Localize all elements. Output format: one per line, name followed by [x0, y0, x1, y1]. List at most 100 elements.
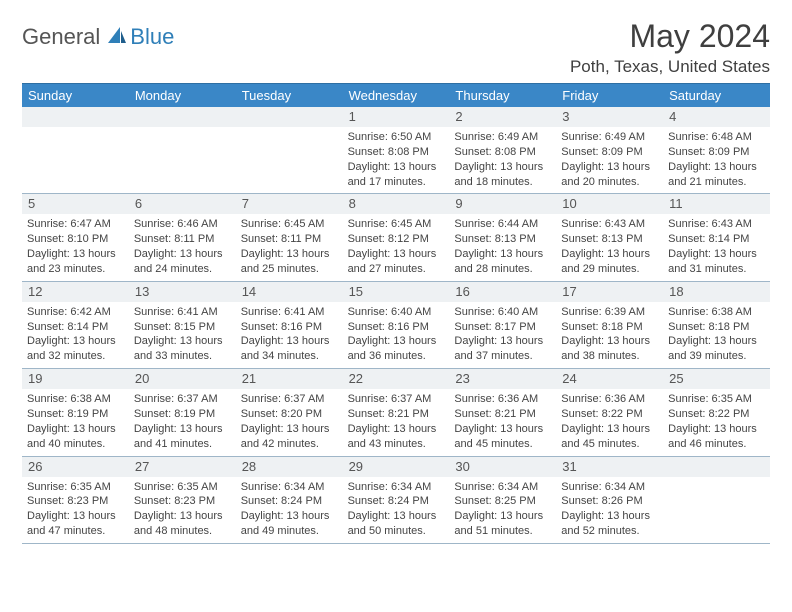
- day-number: 28: [236, 457, 343, 477]
- day-cell: 10Sunrise: 6:43 AMSunset: 8:13 PMDayligh…: [556, 194, 663, 280]
- day-cell: 23Sunrise: 6:36 AMSunset: 8:21 PMDayligh…: [449, 369, 556, 455]
- day-info: Sunrise: 6:38 AMSunset: 8:18 PMDaylight:…: [663, 302, 770, 368]
- day-number: 17: [556, 282, 663, 302]
- day-info: Sunrise: 6:41 AMSunset: 8:16 PMDaylight:…: [236, 302, 343, 368]
- day-info: Sunrise: 6:39 AMSunset: 8:18 PMDaylight:…: [556, 302, 663, 368]
- day-number: 3: [556, 107, 663, 127]
- day-cell: 7Sunrise: 6:45 AMSunset: 8:11 PMDaylight…: [236, 194, 343, 280]
- day-info: Sunrise: 6:34 AMSunset: 8:26 PMDaylight:…: [556, 477, 663, 543]
- day-cell: 29Sunrise: 6:34 AMSunset: 8:24 PMDayligh…: [343, 457, 450, 543]
- day-number: 21: [236, 369, 343, 389]
- day-info: Sunrise: 6:37 AMSunset: 8:19 PMDaylight:…: [129, 389, 236, 455]
- day-info: Sunrise: 6:49 AMSunset: 8:09 PMDaylight:…: [556, 127, 663, 193]
- calendar: SundayMondayTuesdayWednesdayThursdayFrid…: [22, 83, 770, 544]
- day-cell: 27Sunrise: 6:35 AMSunset: 8:23 PMDayligh…: [129, 457, 236, 543]
- day-info: Sunrise: 6:35 AMSunset: 8:23 PMDaylight:…: [129, 477, 236, 543]
- day-cell: 1Sunrise: 6:50 AMSunset: 8:08 PMDaylight…: [343, 107, 450, 193]
- day-cell: 12Sunrise: 6:42 AMSunset: 8:14 PMDayligh…: [22, 282, 129, 368]
- day-cell: 2Sunrise: 6:49 AMSunset: 8:08 PMDaylight…: [449, 107, 556, 193]
- day-cell: 20Sunrise: 6:37 AMSunset: 8:19 PMDayligh…: [129, 369, 236, 455]
- day-number: 18: [663, 282, 770, 302]
- day-number: 25: [663, 369, 770, 389]
- day-info: Sunrise: 6:46 AMSunset: 8:11 PMDaylight:…: [129, 214, 236, 280]
- day-cell: 4Sunrise: 6:48 AMSunset: 8:09 PMDaylight…: [663, 107, 770, 193]
- logo-text-blue: Blue: [130, 24, 174, 50]
- day-cell: 28Sunrise: 6:34 AMSunset: 8:24 PMDayligh…: [236, 457, 343, 543]
- day-cell: 16Sunrise: 6:40 AMSunset: 8:17 PMDayligh…: [449, 282, 556, 368]
- day-info: Sunrise: 6:42 AMSunset: 8:14 PMDaylight:…: [22, 302, 129, 368]
- day-cell: 24Sunrise: 6:36 AMSunset: 8:22 PMDayligh…: [556, 369, 663, 455]
- logo-text-general: General: [22, 24, 100, 50]
- day-info: Sunrise: 6:40 AMSunset: 8:17 PMDaylight:…: [449, 302, 556, 368]
- day-cell: 3Sunrise: 6:49 AMSunset: 8:09 PMDaylight…: [556, 107, 663, 193]
- week-row: 1Sunrise: 6:50 AMSunset: 8:08 PMDaylight…: [22, 107, 770, 194]
- day-number: 26: [22, 457, 129, 477]
- empty-day-number: [22, 107, 129, 127]
- day-cell: 18Sunrise: 6:38 AMSunset: 8:18 PMDayligh…: [663, 282, 770, 368]
- day-info: Sunrise: 6:34 AMSunset: 8:24 PMDaylight:…: [343, 477, 450, 543]
- day-number: 14: [236, 282, 343, 302]
- day-cell: [663, 457, 770, 543]
- day-number: 16: [449, 282, 556, 302]
- month-title: May 2024: [570, 18, 770, 55]
- day-info: Sunrise: 6:36 AMSunset: 8:21 PMDaylight:…: [449, 389, 556, 455]
- empty-day-number: [663, 457, 770, 477]
- day-cell: [22, 107, 129, 193]
- day-number: 7: [236, 194, 343, 214]
- day-info: Sunrise: 6:49 AMSunset: 8:08 PMDaylight:…: [449, 127, 556, 193]
- day-cell: 15Sunrise: 6:40 AMSunset: 8:16 PMDayligh…: [343, 282, 450, 368]
- empty-day-number: [129, 107, 236, 127]
- day-cell: 22Sunrise: 6:37 AMSunset: 8:21 PMDayligh…: [343, 369, 450, 455]
- day-number: 24: [556, 369, 663, 389]
- day-cell: 17Sunrise: 6:39 AMSunset: 8:18 PMDayligh…: [556, 282, 663, 368]
- day-number: 22: [343, 369, 450, 389]
- week-row: 5Sunrise: 6:47 AMSunset: 8:10 PMDaylight…: [22, 194, 770, 281]
- day-number: 15: [343, 282, 450, 302]
- day-number: 27: [129, 457, 236, 477]
- day-number: 30: [449, 457, 556, 477]
- day-number: 6: [129, 194, 236, 214]
- day-info: Sunrise: 6:34 AMSunset: 8:25 PMDaylight:…: [449, 477, 556, 543]
- day-info: Sunrise: 6:41 AMSunset: 8:15 PMDaylight:…: [129, 302, 236, 368]
- day-info: Sunrise: 6:35 AMSunset: 8:22 PMDaylight:…: [663, 389, 770, 455]
- empty-day-number: [236, 107, 343, 127]
- header: General Blue May 2024 Poth, Texas, Unite…: [22, 18, 770, 77]
- dayhead: Tuesday: [236, 84, 343, 107]
- logo: General Blue: [22, 18, 174, 50]
- day-number: 19: [22, 369, 129, 389]
- day-info: Sunrise: 6:38 AMSunset: 8:19 PMDaylight:…: [22, 389, 129, 455]
- dayhead: Thursday: [449, 84, 556, 107]
- week-row: 26Sunrise: 6:35 AMSunset: 8:23 PMDayligh…: [22, 457, 770, 544]
- day-info: Sunrise: 6:44 AMSunset: 8:13 PMDaylight:…: [449, 214, 556, 280]
- day-info: Sunrise: 6:43 AMSunset: 8:13 PMDaylight:…: [556, 214, 663, 280]
- day-number: 29: [343, 457, 450, 477]
- day-info: Sunrise: 6:40 AMSunset: 8:16 PMDaylight:…: [343, 302, 450, 368]
- day-cell: 19Sunrise: 6:38 AMSunset: 8:19 PMDayligh…: [22, 369, 129, 455]
- week-row: 12Sunrise: 6:42 AMSunset: 8:14 PMDayligh…: [22, 282, 770, 369]
- day-number: 13: [129, 282, 236, 302]
- day-number: 8: [343, 194, 450, 214]
- day-cell: 26Sunrise: 6:35 AMSunset: 8:23 PMDayligh…: [22, 457, 129, 543]
- day-number: 31: [556, 457, 663, 477]
- day-info: Sunrise: 6:47 AMSunset: 8:10 PMDaylight:…: [22, 214, 129, 280]
- day-cell: 8Sunrise: 6:45 AMSunset: 8:12 PMDaylight…: [343, 194, 450, 280]
- day-cell: 31Sunrise: 6:34 AMSunset: 8:26 PMDayligh…: [556, 457, 663, 543]
- day-info: Sunrise: 6:35 AMSunset: 8:23 PMDaylight:…: [22, 477, 129, 543]
- day-number: 23: [449, 369, 556, 389]
- day-cell: 25Sunrise: 6:35 AMSunset: 8:22 PMDayligh…: [663, 369, 770, 455]
- day-info: Sunrise: 6:37 AMSunset: 8:21 PMDaylight:…: [343, 389, 450, 455]
- day-number: 12: [22, 282, 129, 302]
- title-block: May 2024 Poth, Texas, United States: [570, 18, 770, 77]
- sail-icon: [106, 25, 128, 50]
- day-number: 9: [449, 194, 556, 214]
- dayhead: Monday: [129, 84, 236, 107]
- day-number: 4: [663, 107, 770, 127]
- day-cell: [129, 107, 236, 193]
- dayhead-row: SundayMondayTuesdayWednesdayThursdayFrid…: [22, 83, 770, 107]
- day-cell: 5Sunrise: 6:47 AMSunset: 8:10 PMDaylight…: [22, 194, 129, 280]
- dayhead: Wednesday: [343, 84, 450, 107]
- day-info: Sunrise: 6:48 AMSunset: 8:09 PMDaylight:…: [663, 127, 770, 193]
- day-info: Sunrise: 6:34 AMSunset: 8:24 PMDaylight:…: [236, 477, 343, 543]
- day-number: 10: [556, 194, 663, 214]
- day-cell: 11Sunrise: 6:43 AMSunset: 8:14 PMDayligh…: [663, 194, 770, 280]
